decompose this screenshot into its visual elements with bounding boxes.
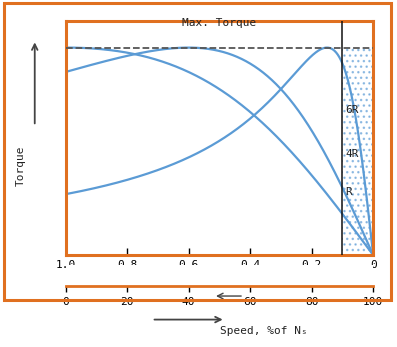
X-axis label: Slip: Slip [206, 271, 233, 281]
Text: Max. Torque: Max. Torque [182, 18, 256, 28]
Text: 4R: 4R [345, 149, 359, 159]
Text: Torque: Torque [16, 146, 26, 186]
Text: R: R [345, 187, 352, 197]
Text: Speed, %of Nₛ: Speed, %of Nₛ [220, 327, 308, 336]
Text: 6R: 6R [345, 105, 359, 115]
